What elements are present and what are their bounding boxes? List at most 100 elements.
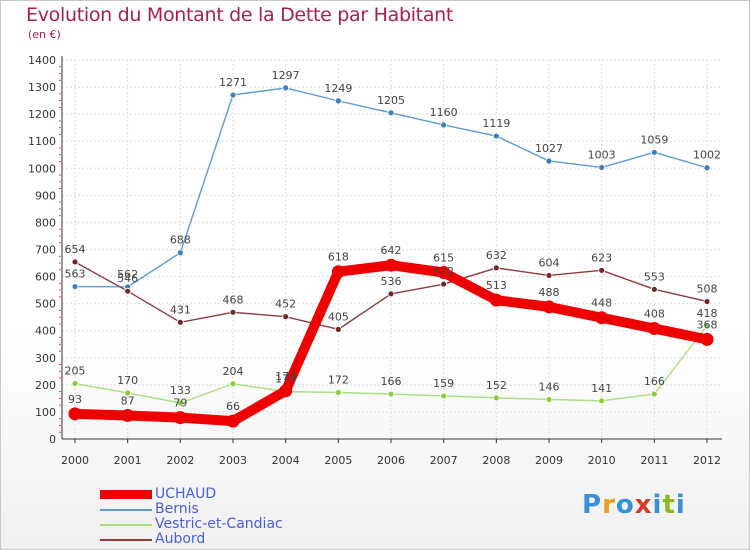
data-label-vestric-et-candiac: 141: [591, 382, 612, 395]
data-point-vestric-et-candiac: [492, 394, 500, 402]
y-tick-label: 800: [35, 216, 56, 229]
data-label-uchaud: 79: [173, 397, 187, 410]
data-point-bernis: [545, 157, 553, 165]
x-tick-label: 2007: [430, 454, 458, 467]
data-point-aubord: [176, 318, 184, 326]
x-tick-label: 2001: [114, 454, 142, 467]
y-tick-label: 0: [49, 433, 56, 446]
x-tick-label: 2002: [166, 454, 194, 467]
data-point-uchaud: [384, 258, 398, 272]
data-label-vestric-et-candiac: 133: [170, 384, 191, 397]
legend-swatch: [100, 490, 152, 499]
data-point-uchaud: [595, 311, 609, 325]
data-label-bernis: 1027: [535, 142, 563, 155]
data-label-vestric-et-candiac: 166: [644, 375, 665, 388]
data-point-uchaud: [68, 407, 82, 421]
data-point-bernis: [229, 91, 237, 99]
y-tick-label: 700: [35, 244, 56, 257]
data-label-uchaud: 513: [486, 279, 507, 292]
data-point-aubord: [440, 280, 448, 288]
data-label-aubord: 654: [65, 243, 86, 256]
legend-label: UCHAUD: [155, 486, 217, 502]
data-point-uchaud: [437, 266, 451, 280]
legend-swatch: [100, 524, 152, 526]
data-point-vestric-et-candiac: [124, 389, 132, 397]
data-point-aubord: [650, 285, 658, 293]
x-tick-label: 2003: [219, 454, 247, 467]
data-label-aubord: 632: [486, 249, 507, 262]
data-point-aubord: [492, 264, 500, 272]
legend-swatch: [100, 509, 152, 511]
logo-letter: x: [634, 490, 653, 520]
data-point-uchaud: [700, 332, 714, 346]
data-label-uchaud: 93: [68, 393, 82, 406]
x-tick-label: 2008: [482, 454, 510, 467]
grid-lines: [62, 59, 722, 439]
x-tick-labels: 2000 2001 2002 2003 2004 2005 2006 2007 2008 2009…: [61, 454, 721, 467]
data-label-aubord: 431: [170, 303, 191, 316]
data-label-bernis: 1249: [324, 82, 352, 95]
data-point-bernis: [334, 97, 342, 105]
data-label-bernis: 562: [117, 268, 138, 281]
data-point-aubord: [703, 298, 711, 305]
data-point-uchaud: [279, 384, 293, 398]
legend-label: Aubord: [155, 531, 206, 547]
data-point-bernis: [71, 283, 79, 290]
y-tick-label: 900: [35, 189, 56, 202]
data-label-uchaud: 615: [433, 252, 454, 265]
data-point-vestric-et-candiac: [545, 396, 553, 403]
data-label-uchaud: 87: [121, 394, 135, 407]
data-label-vestric-et-candiac: 152: [486, 379, 507, 392]
data-label-vestric-et-candiac: 175: [275, 373, 296, 386]
data-point-aubord: [334, 325, 342, 333]
data-label-aubord: 553: [644, 270, 665, 283]
data-point-vestric-et-candiac: [71, 380, 79, 387]
y-tick-label: 1400: [28, 54, 56, 67]
axes: [59, 56, 722, 443]
data-label-bernis: 1059: [640, 133, 668, 146]
data-point-uchaud: [489, 293, 503, 307]
data-labels: 563 562 688 1271 1297 1249 1205 1160 1119 1027 100…: [65, 69, 722, 413]
data-label-aubord: 623: [591, 251, 612, 264]
data-point-uchaud: [173, 411, 187, 425]
x-tick-label: 2006: [377, 454, 405, 467]
data-label-vestric-et-candiac: 205: [65, 365, 86, 378]
data-label-bernis: 1297: [272, 69, 300, 82]
y-axis-unit: (en €): [28, 28, 61, 41]
data-label-bernis: 1119: [482, 117, 510, 130]
data-label-aubord: 405: [328, 310, 349, 323]
data-label-vestric-et-candiac: 146: [539, 380, 560, 393]
y-tick-label: 200: [35, 379, 56, 392]
data-label-aubord: 604: [539, 256, 560, 269]
x-tick-label: 2004: [272, 454, 300, 467]
data-label-uchaud: 618: [328, 251, 349, 264]
y-tick-label: 300: [35, 352, 56, 365]
x-tick-label: 2010: [588, 454, 616, 467]
data-label-aubord: 536: [381, 275, 402, 288]
data-point-vestric-et-candiac: [703, 322, 711, 330]
data-point-aubord: [124, 287, 132, 295]
logo-letter: t: [662, 490, 676, 520]
data-point-bernis: [282, 84, 290, 92]
data-label-bernis: 1205: [377, 94, 405, 107]
data-point-bernis: [650, 148, 658, 156]
data-point-aubord: [387, 290, 395, 298]
x-tick-label: 2005: [324, 454, 352, 467]
data-label-vestric-et-candiac: 166: [381, 375, 402, 388]
data-point-bernis: [440, 121, 448, 129]
x-tick-label: 2009: [535, 454, 563, 467]
data-label-aubord: 572: [433, 265, 454, 278]
data-point-vestric-et-candiac: [598, 397, 606, 405]
data-label-uchaud: 178: [275, 370, 296, 383]
data-point-vestric-et-candiac: [176, 399, 184, 407]
data-point-bernis: [492, 132, 500, 140]
logo-letter: o: [615, 490, 635, 520]
data-label-uchaud: 66: [226, 400, 240, 413]
data-point-aubord: [229, 308, 237, 316]
data-label-bernis: 563: [65, 268, 86, 281]
y-tick-label: 500: [35, 298, 56, 311]
data-label-uchaud: 448: [591, 297, 612, 310]
y-tick-label: 100: [35, 406, 56, 419]
data-point-uchaud: [226, 414, 240, 428]
